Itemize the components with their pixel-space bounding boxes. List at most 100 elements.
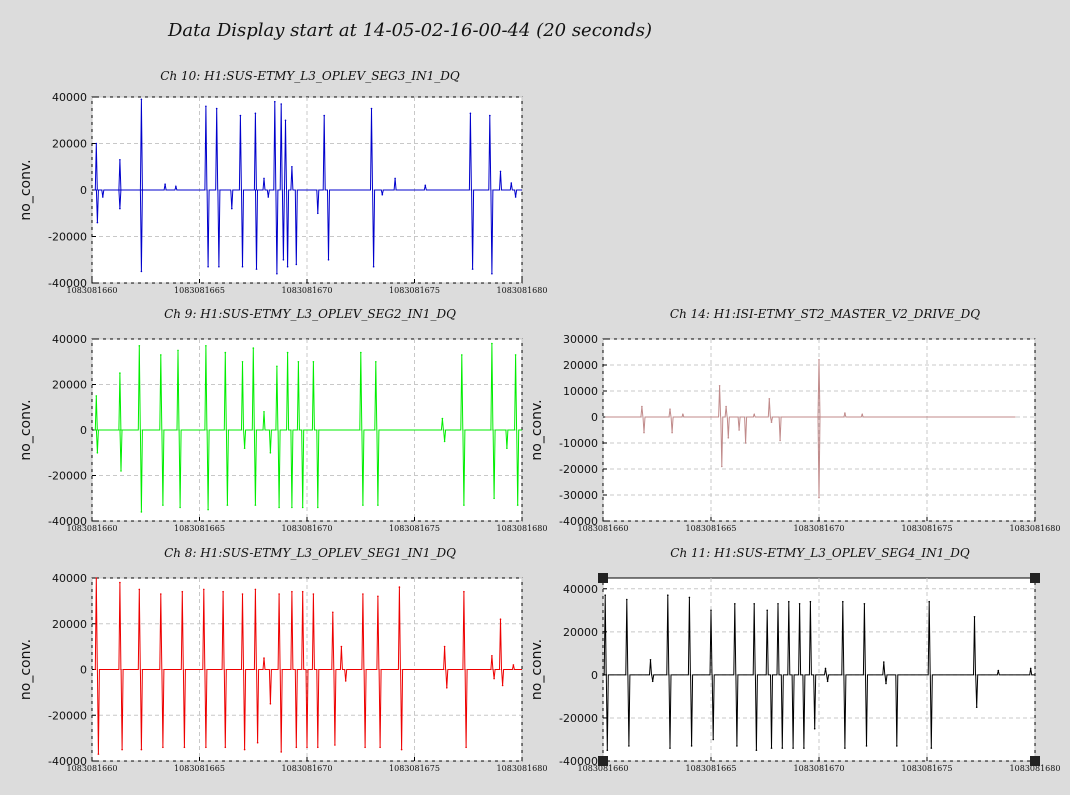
data-point [712, 738, 714, 741]
data-point [243, 748, 246, 751]
data-point [381, 193, 384, 196]
data-point [254, 588, 257, 591]
data-point [651, 680, 654, 683]
data-point [207, 265, 209, 268]
data-point [138, 345, 141, 347]
data-point [844, 412, 846, 414]
data-point [241, 593, 244, 595]
data-point [770, 421, 773, 424]
x-tick-label: 1083081665 [174, 764, 225, 773]
data-point [779, 439, 781, 442]
data-point [276, 365, 278, 368]
data-point [254, 112, 257, 115]
data-point [744, 442, 747, 444]
resize-handle[interactable] [598, 573, 608, 583]
y-tick-label: 20000 [52, 138, 87, 151]
data-point [291, 506, 293, 509]
y-axis-label: no_conv. [529, 399, 545, 460]
x-tick-label: 1083081670 [794, 524, 845, 533]
data-point [263, 657, 265, 659]
data-point [1029, 667, 1032, 670]
data-point [252, 347, 255, 349]
data-point [297, 361, 300, 363]
y-tick-label: 40000 [52, 572, 87, 585]
data-point [753, 603, 755, 605]
data-point [516, 504, 519, 506]
data-point [499, 618, 502, 620]
data-point [738, 429, 740, 431]
data-point [463, 504, 465, 506]
data-point [863, 603, 866, 605]
data-point [181, 590, 184, 593]
data-point [755, 749, 758, 751]
x-tick-label: 1083081660 [67, 286, 118, 295]
resize-handle[interactable] [1030, 756, 1040, 766]
x-tick-label: 1083081675 [902, 764, 953, 773]
data-point [753, 413, 755, 416]
data-point [96, 452, 99, 454]
y-tick-label: -40000 [48, 755, 87, 768]
data-point [379, 746, 381, 749]
data-point [491, 272, 493, 275]
data-point [725, 405, 727, 408]
chart-ch9: -40000 -20000 0 20000 40000 1083081660 1083081… [18, 333, 547, 533]
data-point [766, 609, 768, 612]
data-point [119, 372, 121, 374]
data-point [222, 590, 224, 593]
data-point [734, 603, 736, 605]
data-point [443, 440, 446, 443]
data-point [280, 103, 283, 105]
y-tick-label: -20000 [48, 231, 87, 244]
data-point [218, 265, 220, 268]
resize-handle[interactable] [1030, 573, 1040, 583]
y-tick-label: 20000 [52, 618, 87, 631]
data-point [997, 669, 1000, 672]
data-point [669, 408, 671, 411]
data-point [364, 746, 366, 749]
data-point [803, 747, 805, 749]
data-point [491, 655, 493, 657]
data-point [643, 431, 645, 434]
data-point [207, 508, 209, 511]
data-point [865, 745, 868, 747]
data-point [669, 747, 671, 749]
data-point [798, 603, 801, 605]
data-point [501, 684, 504, 687]
x-tick-label: 1083081670 [282, 286, 333, 295]
data-point [727, 437, 730, 439]
data-point [183, 746, 186, 749]
data-point [721, 465, 723, 468]
data-point [119, 159, 121, 161]
data-point [340, 645, 343, 648]
data-point [493, 497, 495, 500]
data-point [826, 680, 829, 683]
y-tick-label: 0 [591, 669, 598, 682]
chart-title-ch11: Ch 11: H1:SUS-ETMY_L3_OPLEV_SEG4_IN1_DQ [670, 546, 970, 560]
data-point [896, 745, 898, 747]
resize-handle[interactable] [598, 756, 608, 766]
data-point [95, 577, 98, 579]
data-point [102, 196, 104, 198]
data-point [332, 611, 334, 614]
data-point [121, 748, 123, 751]
data-point [667, 594, 669, 596]
y-tick-label: 40000 [52, 333, 87, 346]
y-tick-label: -20000 [48, 470, 87, 483]
chart-title-ch14: Ch 14: H1:ISI-ETMY_ST2_MASTER_V2_DRIVE_D… [669, 307, 981, 321]
data-point [441, 417, 444, 420]
y-tick-label: -20000 [559, 712, 598, 725]
y-tick-label: -40000 [559, 515, 598, 528]
data-point [278, 506, 280, 509]
data-point [205, 345, 207, 347]
x-tick-label: 1083081665 [174, 286, 225, 295]
data-point [301, 590, 304, 593]
data-point [377, 595, 379, 598]
data-point [256, 741, 259, 744]
x-tick-label: 1083081665 [686, 524, 737, 533]
data-point [291, 590, 293, 593]
x-tick-label: 1083081680 [497, 286, 548, 295]
y-axis-label: no_conv. [18, 159, 34, 220]
data-point [688, 596, 691, 599]
y-axis-label: no_conv. [529, 639, 545, 700]
